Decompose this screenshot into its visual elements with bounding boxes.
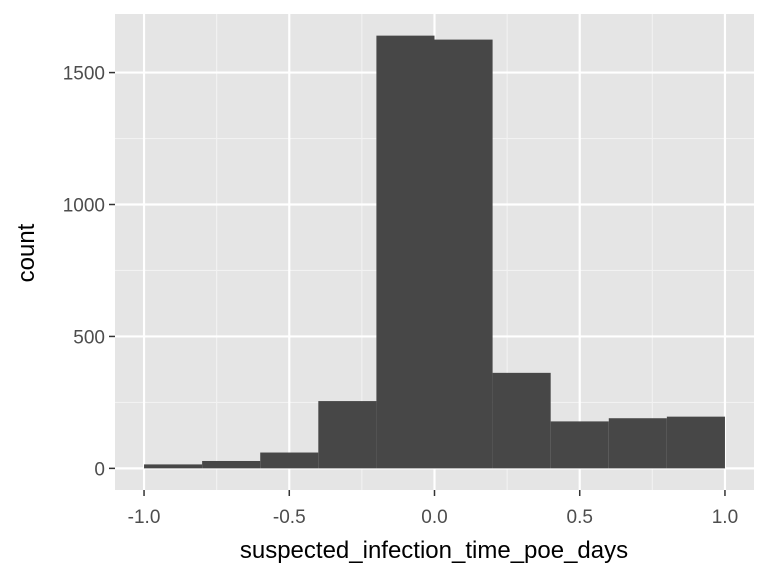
histogram-bar <box>202 460 261 469</box>
histogram-bar <box>492 372 551 469</box>
x-axis-title: suspected_infection_time_poe_days <box>240 537 628 564</box>
x-tick-label: 0.5 <box>567 507 593 528</box>
x-axis-ticks: -1.0 -0.5 0.0 0.5 1.0 <box>128 490 738 528</box>
histogram-bars <box>144 35 725 469</box>
y-axis-title: count <box>13 223 40 282</box>
histogram-bar <box>144 464 203 469</box>
y-tick-label: 1500 <box>63 64 105 85</box>
y-tick-label: 500 <box>73 327 105 348</box>
x-tick-label: -1.0 <box>128 507 161 528</box>
y-tick-label: 0 <box>94 459 105 480</box>
histogram-bar <box>376 35 435 469</box>
y-axis-ticks: 0 500 1000 1500 <box>63 64 115 480</box>
x-tick-label: 1.0 <box>712 507 738 528</box>
y-tick-label: 1000 <box>63 196 105 217</box>
histogram-bar <box>666 416 725 469</box>
histogram-bar <box>260 452 319 469</box>
x-tick-label: 0.0 <box>421 507 447 528</box>
histogram-bar <box>608 418 667 469</box>
histogram-bar <box>318 401 377 469</box>
x-tick-label: -0.5 <box>273 507 306 528</box>
histogram-bar <box>550 421 609 469</box>
histogram-bar <box>434 39 493 469</box>
